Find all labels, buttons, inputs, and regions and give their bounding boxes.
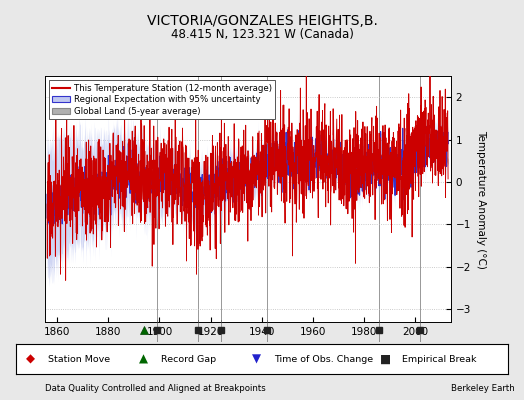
Text: ▲: ▲	[139, 352, 148, 366]
Text: Station Move: Station Move	[48, 354, 110, 364]
Legend: This Temperature Station (12-month average), Regional Expectation with 95% uncer: This Temperature Station (12-month avera…	[49, 80, 275, 119]
Text: Data Quality Controlled and Aligned at Breakpoints: Data Quality Controlled and Aligned at B…	[45, 384, 265, 393]
Text: Time of Obs. Change: Time of Obs. Change	[275, 354, 374, 364]
Text: ▼: ▼	[252, 352, 261, 366]
Text: 48.415 N, 123.321 W (Canada): 48.415 N, 123.321 W (Canada)	[171, 28, 353, 41]
Text: ■: ■	[380, 352, 391, 366]
Text: Record Gap: Record Gap	[161, 354, 216, 364]
Text: Empirical Break: Empirical Break	[402, 354, 477, 364]
Text: Berkeley Earth: Berkeley Earth	[451, 384, 515, 393]
Text: ◆: ◆	[26, 352, 35, 366]
Text: VICTORIA/GONZALES HEIGHTS,B.: VICTORIA/GONZALES HEIGHTS,B.	[147, 14, 377, 28]
Y-axis label: Temperature Anomaly (°C): Temperature Anomaly (°C)	[476, 130, 486, 268]
